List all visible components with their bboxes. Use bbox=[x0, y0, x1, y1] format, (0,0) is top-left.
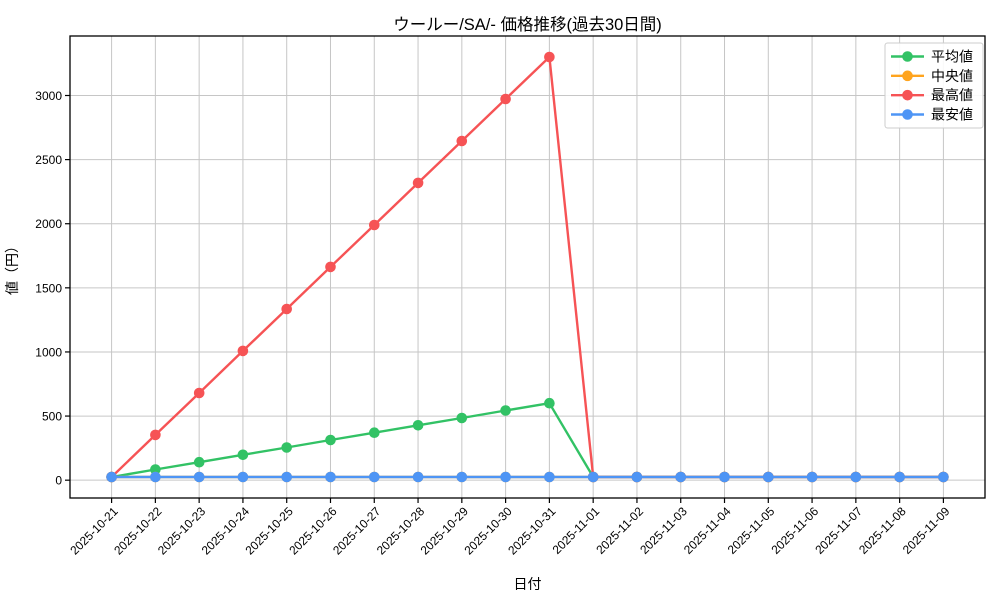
legend-swatch-marker-max bbox=[902, 89, 913, 101]
y-tick-label: 1500 bbox=[35, 281, 62, 295]
data-point-max bbox=[500, 93, 511, 105]
data-point-min bbox=[719, 471, 730, 483]
data-point-min bbox=[675, 471, 686, 483]
data-point-min bbox=[938, 471, 949, 483]
series-line-max bbox=[110, 55, 945, 479]
data-point-max bbox=[150, 429, 161, 441]
y-tick-label: 2500 bbox=[35, 153, 62, 167]
data-point-min bbox=[412, 471, 424, 483]
axes-frame bbox=[65, 35, 986, 503]
legend-label-max: 最高値 bbox=[931, 87, 973, 103]
data-point-min bbox=[193, 471, 205, 483]
legend-label-average: 平均値 bbox=[931, 49, 973, 65]
y-tick-label: 2000 bbox=[35, 217, 62, 231]
series-max bbox=[106, 51, 949, 483]
data-point-average bbox=[325, 434, 336, 446]
x-tick-label: 2025-11-09 bbox=[900, 504, 953, 557]
series-min bbox=[106, 471, 949, 483]
data-point-average bbox=[150, 464, 161, 475]
data-point-min bbox=[587, 471, 599, 483]
data-point-min bbox=[456, 471, 468, 483]
data-point-min bbox=[281, 471, 293, 483]
data-point-min bbox=[544, 471, 555, 483]
data-point-min bbox=[763, 471, 774, 483]
data-point-max bbox=[193, 387, 205, 399]
data-point-min bbox=[369, 471, 380, 483]
y-tick-label: 1000 bbox=[35, 345, 62, 359]
legend-box bbox=[884, 42, 984, 129]
data-point-average bbox=[456, 412, 468, 424]
data-point-min bbox=[631, 471, 643, 483]
series-line-average bbox=[110, 402, 945, 479]
legend-swatch-marker-min bbox=[902, 109, 913, 120]
data-point-average bbox=[237, 449, 249, 461]
legend-item-min: 最安値 bbox=[891, 107, 973, 123]
legend-swatch-marker-median bbox=[902, 70, 913, 82]
data-point-min bbox=[325, 471, 336, 483]
data-point-min bbox=[850, 471, 862, 483]
data-point-average bbox=[412, 420, 424, 431]
y-tick-label: 0 bbox=[55, 474, 62, 488]
legend-label-min: 最安値 bbox=[931, 107, 973, 123]
x-axis-label: 日付 bbox=[514, 576, 542, 592]
grid bbox=[70, 36, 985, 498]
y-tick-label: 3000 bbox=[35, 89, 62, 103]
data-point-min bbox=[894, 471, 905, 483]
data-point-max bbox=[325, 261, 336, 273]
series-average bbox=[106, 397, 949, 483]
data-point-average bbox=[369, 427, 380, 439]
data-point-min bbox=[806, 471, 818, 483]
legend-label-median: 中央値 bbox=[931, 68, 973, 84]
legend-item-median: 中央値 bbox=[891, 68, 973, 84]
data-point-average bbox=[281, 442, 293, 453]
data-point-max bbox=[544, 51, 555, 63]
data-point-average bbox=[500, 405, 511, 416]
data-point-max bbox=[369, 219, 380, 231]
y-tick-labels: 0 500 1000 1500 2000 2500 3000 bbox=[35, 89, 62, 488]
chart-title: ウールー/SA/- 価格推移(過去30日間) bbox=[393, 15, 662, 34]
x-tick-labels: 2025-10-212025-10-222025-10-232025-10-24… bbox=[67, 504, 952, 558]
legend-item-average: 平均値 bbox=[891, 49, 973, 65]
data-point-min bbox=[237, 471, 249, 483]
data-point-max bbox=[456, 135, 468, 147]
data-point-average bbox=[544, 397, 555, 409]
plot-border bbox=[69, 35, 986, 499]
series-layer bbox=[106, 51, 949, 483]
data-point-max bbox=[412, 177, 424, 189]
data-point-min bbox=[150, 471, 161, 483]
data-point-min bbox=[500, 471, 511, 483]
y-axis-label: 値（円） bbox=[4, 239, 20, 295]
data-point-max bbox=[281, 303, 293, 315]
legend-item-max: 最高値 bbox=[891, 87, 973, 103]
legend-swatch-marker-average bbox=[902, 51, 913, 62]
data-point-min bbox=[106, 471, 117, 483]
y-tick-label: 500 bbox=[42, 410, 62, 424]
data-point-average bbox=[193, 456, 205, 468]
data-point-max bbox=[237, 345, 249, 357]
